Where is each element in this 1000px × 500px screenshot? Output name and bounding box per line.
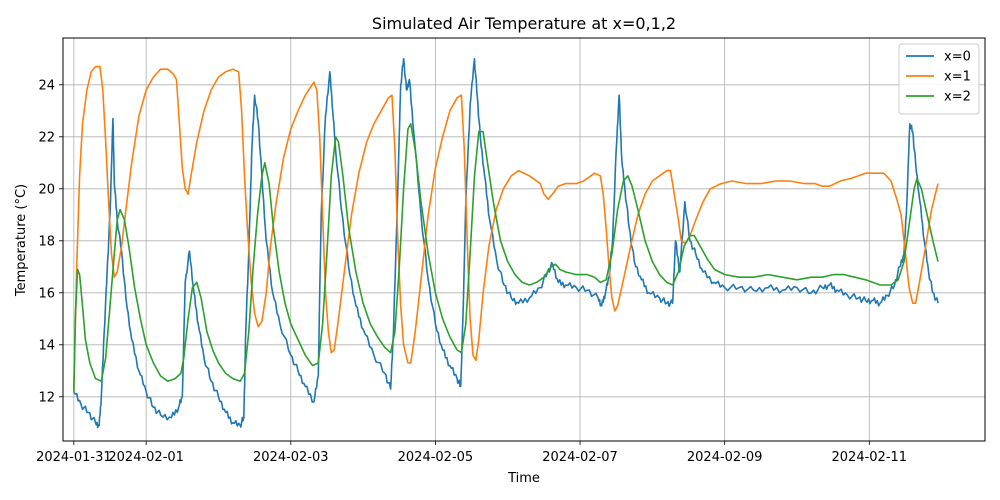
y-axis-title: Temperature (°C) (14, 184, 29, 297)
plot-area (63, 38, 985, 441)
y-tick-label: 14 (38, 338, 55, 353)
plot-frame (62, 37, 986, 442)
x-tick-label: 2024-01-31 (36, 450, 112, 465)
x-tick-label: 2024-02-11 (832, 450, 908, 465)
y-tick-label: 22 (38, 130, 55, 145)
x-tick-label: 2024-02-03 (253, 450, 329, 465)
x-tick-label: 2024-02-07 (542, 450, 618, 465)
grid (63, 38, 985, 441)
legend-label: x=2 (944, 90, 971, 105)
series-line-x1 (73, 65, 939, 392)
y-tick-label: 18 (38, 234, 55, 249)
y-tick-label: 16 (38, 286, 55, 301)
series-group (73, 58, 939, 429)
x-tick-label: 2024-02-01 (108, 450, 184, 465)
x-tick-label: 2024-02-09 (687, 450, 763, 465)
legend: x=0 x=1 x=2 (898, 43, 980, 115)
x-axis-title: Time (507, 471, 540, 486)
y-tick-label: 20 (38, 182, 55, 197)
chart-title: Simulated Air Temperature at x=0,1,2 (372, 14, 676, 33)
y-axis: 12 14 16 18 20 22 24 (38, 78, 63, 405)
legend-label: x=0 (944, 50, 971, 65)
y-tick-label: 12 (38, 390, 55, 405)
y-tick-label: 24 (38, 78, 55, 93)
x-tick-label: 2024-02-05 (398, 450, 474, 465)
series-line-x2 (73, 123, 939, 392)
legend-label: x=1 (944, 70, 971, 85)
